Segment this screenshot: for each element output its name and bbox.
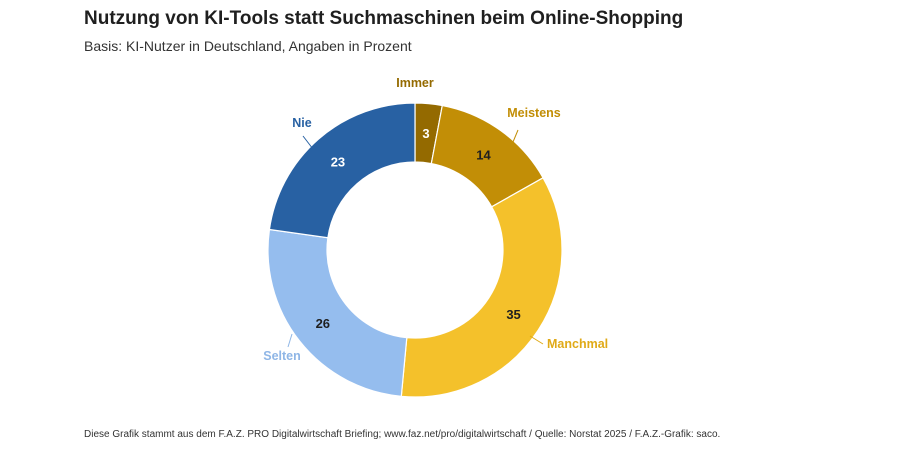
leader-line-nie [302,135,314,150]
source-footer: Diese Grafik stammt aus dem F.A.Z. PRO D… [84,429,721,440]
category-label-selten: Selten [263,349,301,363]
leader-line-manchmal [529,335,544,345]
category-label-immer: Immer [396,76,434,90]
value-label-nie: 23 [331,154,345,169]
leader-line-meistens [512,129,519,143]
value-label-immer: 3 [422,126,429,141]
slice-selten [267,228,408,398]
chart-title: Nutzung von KI-Tools statt Suchmaschinen… [84,8,684,29]
value-label-selten: 26 [316,316,330,331]
value-label-manchmal: 35 [506,307,520,322]
chart-subtitle: Basis: KI-Nutzer in Deutschland, Angaben… [84,38,412,54]
leader-line-selten [287,333,293,348]
slice-manchmal [400,177,563,398]
value-label-meistens: 14 [476,148,491,163]
category-label-nie: Nie [292,116,312,130]
slice-nie [268,102,416,239]
category-label-meistens: Meistens [507,106,561,120]
category-label-manchmal: Manchmal [547,337,608,351]
